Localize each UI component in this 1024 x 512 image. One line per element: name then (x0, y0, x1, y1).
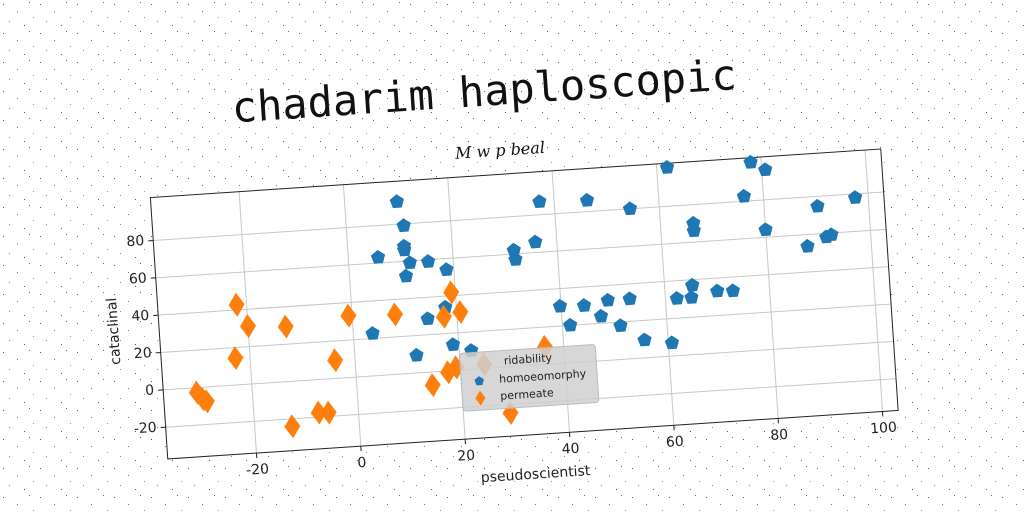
data-point (409, 347, 424, 362)
data-point (725, 283, 740, 298)
data-point (389, 194, 404, 209)
y-tick-label: 60 (128, 270, 147, 287)
data-point (593, 308, 609, 323)
grid-line (153, 191, 884, 241)
grid-line (160, 303, 892, 354)
y-tick-label: 80 (126, 233, 145, 250)
plot-frame (149, 148, 899, 460)
data-point (365, 326, 380, 340)
data-point (847, 190, 863, 204)
data-point (758, 162, 773, 177)
data-point (508, 252, 523, 266)
grid-line (155, 228, 887, 279)
data-point (439, 262, 454, 277)
x-axis-label: pseudoscientist (480, 463, 591, 486)
x-tick-label: 60 (666, 434, 685, 451)
legend-label: homoeomorphy (499, 367, 587, 386)
data-point (685, 277, 700, 292)
data-point (448, 355, 465, 380)
data-point (398, 268, 414, 283)
data-point (710, 283, 725, 298)
legend-label: permeate (500, 386, 554, 403)
y-tick-label: 40 (131, 308, 150, 325)
legend-marker (475, 390, 486, 406)
legend-marker (474, 376, 484, 386)
data-point (758, 222, 773, 237)
data-point (227, 346, 244, 371)
data-point (743, 154, 758, 169)
data-point (420, 311, 435, 326)
data-point (824, 227, 839, 242)
data-point (340, 303, 357, 328)
data-point (810, 198, 825, 213)
data-point (310, 400, 327, 425)
data-point (397, 242, 412, 257)
data-point (532, 194, 547, 209)
data-point (445, 337, 461, 352)
data-point (452, 300, 469, 324)
chart: chadarim haploscopic M w p beal -20 0 20 40… (104, 50, 899, 486)
grid-line (864, 150, 883, 412)
grid-line (760, 156, 779, 419)
data-point (320, 400, 337, 425)
data-point (506, 242, 521, 257)
y-tick-label: 0 (145, 382, 155, 399)
data-point (669, 291, 684, 305)
data-point (637, 332, 652, 347)
y-axis-label: cataclinal (104, 297, 124, 365)
x-tick-label: 20 (457, 448, 476, 465)
legend-title: ridability (503, 351, 553, 367)
data-point (736, 188, 751, 203)
data-point (420, 254, 436, 268)
data-point (600, 292, 615, 307)
data-point (402, 255, 417, 270)
y-tick-label: 20 (133, 345, 152, 362)
x-tick-label: 80 (770, 427, 789, 444)
x-tick-label: 0 (357, 455, 367, 472)
data-point (579, 192, 595, 207)
data-point (370, 249, 386, 264)
data-point (424, 373, 441, 398)
plot-area (150, 149, 899, 459)
data-point (387, 302, 403, 327)
data-point (562, 317, 578, 332)
data-point (622, 201, 638, 216)
data-point (664, 335, 679, 350)
y-tick-label: -20 (133, 420, 157, 437)
data-point (396, 218, 411, 233)
data-point (277, 314, 294, 339)
data-point (684, 290, 699, 304)
data-point (576, 298, 592, 312)
x-tick-label: 40 (561, 441, 580, 458)
data-point (686, 223, 701, 238)
data-point (528, 234, 543, 249)
data-point (800, 238, 815, 253)
data-point (552, 298, 568, 313)
data-point (613, 318, 628, 333)
data-point (443, 280, 460, 305)
data-point (435, 304, 452, 329)
data-point (240, 314, 256, 339)
data-point (327, 348, 344, 373)
data-point (440, 360, 457, 385)
data-point (198, 389, 215, 414)
grid-line (655, 163, 675, 426)
x-tick-label: 100 (870, 420, 898, 438)
x-tick-label: -20 (246, 461, 270, 478)
data-point (659, 160, 675, 174)
grid-line (158, 266, 889, 316)
data-point (284, 414, 301, 439)
legend-box (459, 344, 600, 412)
data-point (228, 292, 245, 317)
data-point (622, 291, 637, 306)
